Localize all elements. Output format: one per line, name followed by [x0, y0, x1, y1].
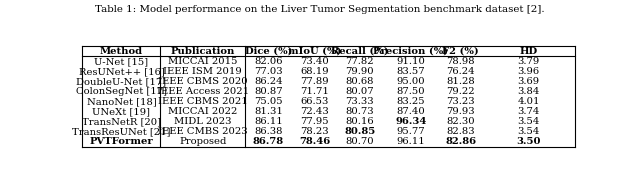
Text: MIDL 2023: MIDL 2023 [174, 117, 232, 126]
Text: 77.89: 77.89 [300, 77, 329, 86]
Text: 4.01: 4.01 [518, 97, 540, 106]
Text: 95.00: 95.00 [396, 77, 425, 86]
Text: Publication: Publication [170, 47, 235, 56]
Text: IEEE CBMS 2020: IEEE CBMS 2020 [158, 77, 248, 86]
Text: 78.98: 78.98 [447, 57, 475, 66]
Text: 80.16: 80.16 [346, 117, 374, 126]
Text: 76.24: 76.24 [447, 67, 475, 76]
Text: 80.87: 80.87 [254, 87, 283, 96]
Text: Dice (%): Dice (%) [244, 47, 292, 56]
Text: 82.83: 82.83 [447, 127, 475, 136]
Text: IEEE ISM 2019: IEEE ISM 2019 [163, 67, 242, 76]
Text: 91.10: 91.10 [396, 57, 425, 66]
Text: 86.24: 86.24 [254, 77, 283, 86]
Text: 79.22: 79.22 [447, 87, 475, 96]
Text: Table 1: Model performance on the Liver Tumor Segmentation benchmark dataset [2]: Table 1: Model performance on the Liver … [95, 5, 545, 14]
Text: 3.96: 3.96 [518, 67, 540, 76]
Text: 73.23: 73.23 [447, 97, 475, 106]
Text: 87.40: 87.40 [396, 107, 425, 116]
Text: 66.53: 66.53 [300, 97, 329, 106]
Text: IEEE CMBS 2023: IEEE CMBS 2023 [158, 127, 248, 136]
Text: HD: HD [520, 47, 538, 56]
Text: 77.95: 77.95 [300, 117, 329, 126]
Text: PVTFormer: PVTFormer [90, 137, 153, 146]
Text: 86.78: 86.78 [253, 137, 284, 146]
Text: ResUNet++ [16]: ResUNet++ [16] [79, 67, 164, 76]
Text: 3.54: 3.54 [518, 117, 540, 126]
Text: 81.31: 81.31 [254, 107, 283, 116]
Text: 80.70: 80.70 [346, 137, 374, 146]
Text: 87.50: 87.50 [396, 87, 425, 96]
Text: 80.07: 80.07 [346, 87, 374, 96]
Text: 73.33: 73.33 [346, 97, 374, 106]
Text: IEEE Access 2021: IEEE Access 2021 [157, 87, 249, 96]
Text: 3.50: 3.50 [516, 137, 541, 146]
Text: 77.82: 77.82 [346, 57, 374, 66]
Text: 3.54: 3.54 [518, 127, 540, 136]
Text: 3.74: 3.74 [518, 107, 540, 116]
Text: 82.86: 82.86 [445, 137, 476, 146]
Text: 75.05: 75.05 [254, 97, 283, 106]
Text: 3.79: 3.79 [518, 57, 540, 66]
Text: 77.03: 77.03 [254, 67, 283, 76]
Text: 71.71: 71.71 [300, 87, 329, 96]
Text: 78.46: 78.46 [299, 137, 330, 146]
Text: ColonSegNet [17]: ColonSegNet [17] [76, 87, 167, 96]
Text: 80.85: 80.85 [344, 127, 376, 136]
Text: UNeXt [19]: UNeXt [19] [92, 107, 150, 116]
Text: Precision (%): Precision (%) [373, 47, 448, 56]
Text: 82.06: 82.06 [254, 57, 283, 66]
Text: 3.69: 3.69 [518, 77, 540, 86]
Text: 79.93: 79.93 [447, 107, 475, 116]
Text: 80.68: 80.68 [346, 77, 374, 86]
Text: 79.90: 79.90 [346, 67, 374, 76]
Text: 68.19: 68.19 [300, 67, 329, 76]
Text: 86.11: 86.11 [254, 117, 283, 126]
Text: IEEE CBMS 2021: IEEE CBMS 2021 [158, 97, 248, 106]
Text: TransNetR [20]: TransNetR [20] [82, 117, 161, 126]
Text: 96.11: 96.11 [396, 137, 425, 146]
Text: 83.25: 83.25 [396, 97, 425, 106]
Text: 73.40: 73.40 [300, 57, 329, 66]
Text: 86.38: 86.38 [254, 127, 283, 136]
Text: 81.28: 81.28 [446, 77, 475, 86]
Text: DoubleU-Net [17]: DoubleU-Net [17] [76, 77, 166, 86]
Text: Proposed: Proposed [179, 137, 227, 146]
Text: TransResUNet [21]: TransResUNet [21] [72, 127, 171, 136]
Text: MICCAI 2022: MICCAI 2022 [168, 107, 237, 116]
Text: 80.73: 80.73 [346, 107, 374, 116]
Text: 83.57: 83.57 [396, 67, 425, 76]
Text: 72.43: 72.43 [300, 107, 329, 116]
Text: Recall (%): Recall (%) [331, 47, 388, 56]
Text: Method: Method [100, 47, 143, 56]
Text: 82.30: 82.30 [447, 117, 475, 126]
Text: U-Net [15]: U-Net [15] [94, 57, 148, 66]
Text: 78.23: 78.23 [300, 127, 329, 136]
Text: MICCAI 2015: MICCAI 2015 [168, 57, 237, 66]
Text: 95.77: 95.77 [396, 127, 425, 136]
Text: F2 (%): F2 (%) [442, 47, 479, 56]
Text: NanoNet [18]: NanoNet [18] [86, 97, 156, 106]
Text: 96.34: 96.34 [395, 117, 426, 126]
Text: 3.84: 3.84 [518, 87, 540, 96]
Text: mIoU (%): mIoU (%) [288, 47, 341, 56]
